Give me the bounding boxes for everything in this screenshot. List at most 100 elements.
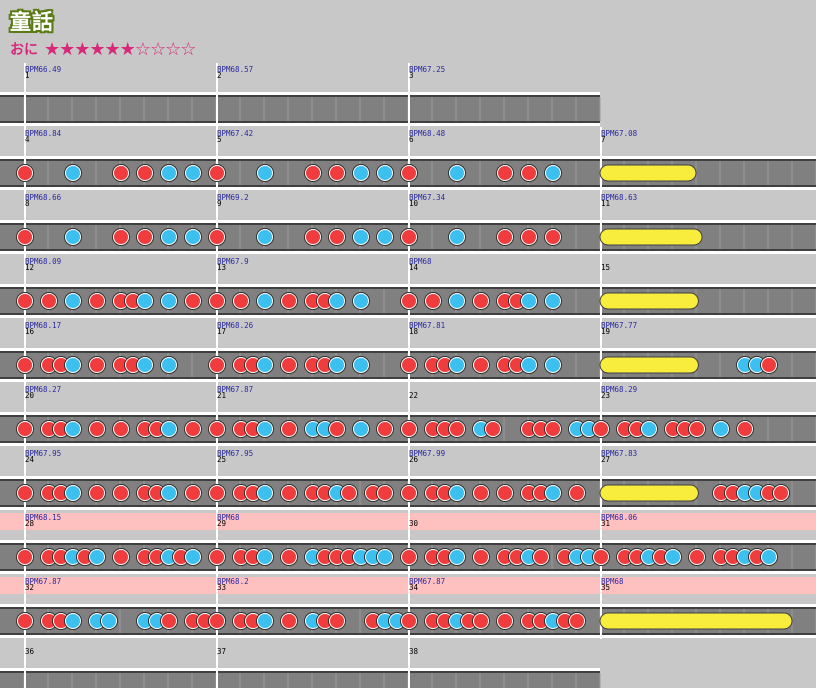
don-note [18, 230, 32, 244]
bar-line [408, 255, 410, 319]
don-note [234, 422, 248, 436]
bpm-label: BPM67.25 [409, 65, 445, 74]
bar-line [600, 575, 602, 639]
bar-line [24, 191, 26, 255]
don-note [402, 550, 416, 564]
measure-number: 17 [217, 327, 226, 336]
ka-note [546, 166, 560, 180]
bar-line [216, 511, 218, 575]
measure-number: 5 [217, 135, 222, 144]
don-note [126, 294, 140, 308]
don-note [246, 550, 260, 564]
don-note [150, 550, 164, 564]
ka-note [522, 358, 536, 372]
don-note [534, 486, 548, 500]
bar-line [408, 63, 410, 127]
don-note [114, 422, 128, 436]
don-note [318, 486, 332, 500]
don-note [558, 614, 572, 628]
don-note [210, 422, 224, 436]
don-note [486, 422, 500, 436]
don-note [366, 614, 380, 628]
ka-note [750, 486, 764, 500]
measure-number: 32 [25, 583, 34, 592]
chart-row: 36 37 38 [0, 639, 601, 688]
measure-number: 30 [409, 519, 419, 528]
bpm-label: BPM68.29 [601, 385, 637, 394]
ka-note [66, 486, 80, 500]
measure-number: 16 [25, 327, 35, 336]
don-note [42, 486, 56, 500]
don-note [306, 486, 320, 500]
measure-number: 33 [217, 583, 226, 592]
bar-line [600, 511, 602, 575]
don-note [498, 294, 512, 308]
ka-note [546, 358, 560, 372]
ka-note [762, 550, 776, 564]
bar-line [216, 447, 218, 511]
bar-line [408, 191, 410, 255]
ka-note [354, 550, 368, 564]
don-note [402, 294, 416, 308]
ka-note [378, 230, 392, 244]
don-note [18, 550, 32, 564]
don-note [474, 358, 488, 372]
measure-number: 29 [217, 519, 226, 528]
bar-line [408, 511, 410, 575]
don-note [426, 422, 440, 436]
don-note [498, 166, 512, 180]
bpm-label: BPM68.06 [601, 513, 638, 522]
ka-note [66, 358, 80, 372]
ka-note [318, 422, 332, 436]
bpm-label: BPM68.2 [217, 577, 249, 586]
drumroll-note [599, 228, 703, 246]
bpm-label: BPM67.34 [409, 193, 446, 202]
bpm-label: BPM67.95 [25, 449, 61, 458]
ka-note [570, 422, 584, 436]
bar-line [600, 383, 602, 447]
don-note [330, 166, 344, 180]
don-note [114, 358, 128, 372]
bpm-label: BPM67.77 [601, 321, 637, 330]
don-note [474, 294, 488, 308]
don-note [522, 166, 536, 180]
don-note [426, 550, 440, 564]
measure-number: 25 [217, 455, 226, 464]
ka-note [750, 358, 764, 372]
don-note [234, 550, 248, 564]
bar-line [216, 63, 218, 127]
don-note [210, 230, 224, 244]
bpm-label: BPM67.87 [409, 577, 445, 586]
don-note [474, 614, 488, 628]
don-note [594, 422, 608, 436]
don-note [138, 550, 152, 564]
ka-note [522, 550, 536, 564]
ka-note [666, 550, 680, 564]
don-note [690, 422, 704, 436]
don-note [186, 614, 200, 628]
don-note [594, 550, 608, 564]
measure-number: 21 [217, 391, 226, 400]
lane [0, 671, 600, 688]
don-note [210, 614, 224, 628]
ka-note [378, 614, 392, 628]
measure-number: 37 [217, 647, 226, 656]
don-note [402, 166, 416, 180]
measure-number: 31 [601, 519, 610, 528]
chart-row: BPM68.844 BPM67.425 BPM68.486 BPM67.087 [0, 127, 816, 191]
don-note [306, 230, 320, 244]
don-note [690, 550, 704, 564]
ka-note [378, 550, 392, 564]
ka-note [546, 486, 560, 500]
measure-number: 22 [409, 391, 418, 400]
don-note [42, 358, 56, 372]
ka-note [258, 422, 272, 436]
ka-note [582, 550, 596, 564]
don-note [522, 230, 536, 244]
ka-note [138, 614, 152, 628]
ka-note [306, 550, 320, 564]
chart-row: BPM66.491 BPM68.572 BPM67.253 [0, 63, 601, 127]
don-note [450, 422, 464, 436]
